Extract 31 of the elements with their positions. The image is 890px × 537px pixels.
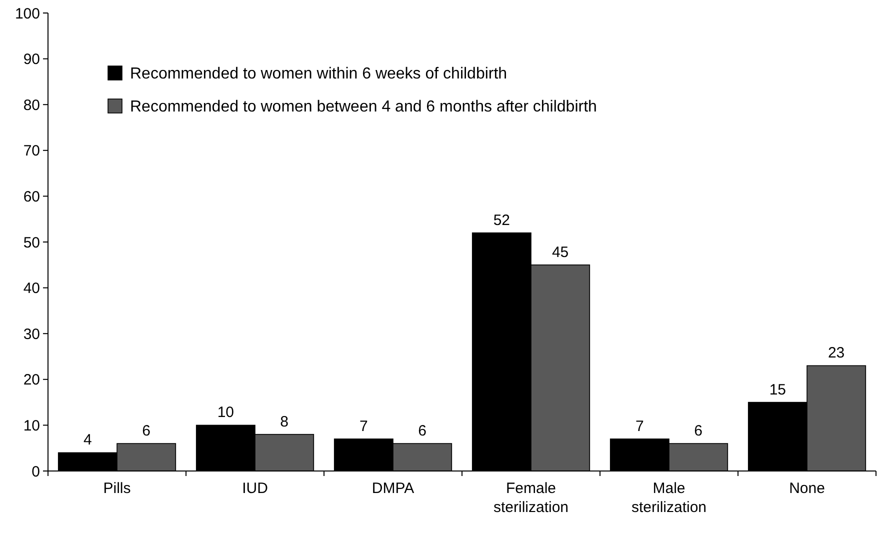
legend-label: Recommended to women within 6 weeks of childbirth — [130, 66, 508, 83]
data-label: 4 — [84, 432, 92, 449]
y-tick-label: 50 — [23, 234, 40, 252]
x-tick-label: Pills — [103, 480, 131, 497]
x-tick-label: IUD — [242, 480, 268, 497]
data-label: 15 — [769, 381, 786, 398]
data-label: 7 — [636, 418, 644, 435]
data-label: 52 — [493, 212, 510, 229]
y-tick-label: 70 — [23, 142, 40, 160]
x-tick-label: Male sterilization — [631, 480, 707, 516]
legend-label: Recommended to women between 4 and 6 months after childbirth — [130, 98, 597, 116]
data-label: 8 — [280, 413, 288, 430]
data-label: 6 — [418, 422, 426, 440]
y-tick-label: 10 — [23, 417, 40, 434]
data-label: 45 — [552, 244, 569, 261]
y-tick-label: 80 — [23, 96, 40, 114]
data-label: 23 — [828, 344, 845, 362]
data-label: 6 — [142, 422, 150, 440]
y-tick-label: 20 — [23, 372, 40, 389]
x-tick-label: None — [789, 480, 825, 497]
x-tick-label: Female sterilization — [493, 480, 569, 516]
data-label: 7 — [360, 418, 368, 435]
x-tick-label: DMPA — [372, 480, 414, 497]
data-label: 10 — [217, 404, 234, 422]
y-tick-label: 100 — [14, 5, 40, 22]
y-tick-label: 90 — [23, 51, 40, 68]
y-tick-label: 0 — [32, 463, 40, 480]
y-tick-label: 60 — [23, 188, 40, 206]
y-tick-label: 30 — [23, 326, 40, 343]
y-tick-label: 40 — [23, 280, 40, 298]
data-label: 6 — [694, 422, 702, 440]
